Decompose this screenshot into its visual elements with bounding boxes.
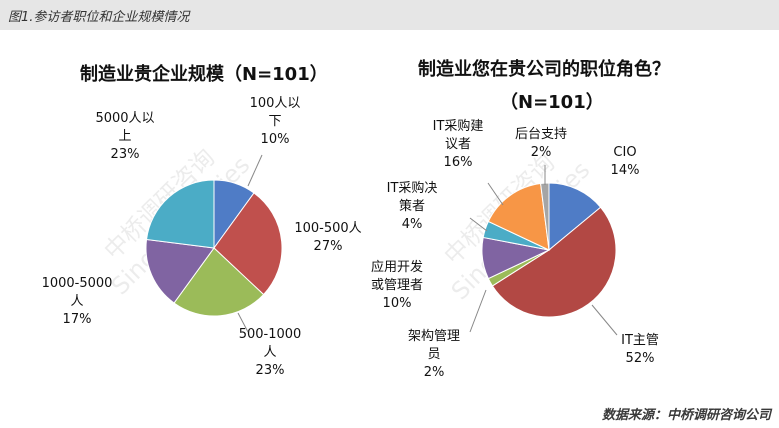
pie-chart-company-size: 100人以下 10% 100-500人 27% 500-1000 人 23% 1000-500… — [42, 96, 362, 378]
leader-line — [591, 304, 618, 336]
slice-label: 后台支持 2% — [515, 127, 567, 160]
left-chart-title: 制造业贵企业规模（N=101） — [80, 64, 328, 85]
data-source-note: 数据来源：中桥调研咨询公司 — [601, 408, 771, 423]
slice-label: 5000人以上 23% — [95, 111, 154, 162]
header-bar: 图1.参访者职位和企业规模情况 — [0, 0, 779, 30]
pie-slice — [548, 182, 602, 252]
slice-label: 1000-5000 人 17% — [42, 276, 113, 327]
slice-label: CIO 14% — [611, 145, 640, 178]
slice-label: 100-500人 27% — [294, 221, 361, 254]
right-chart-title: 制造业您在贵公司的职位角色？ — [418, 59, 670, 80]
slice-label: 500-1000 人 23% — [239, 327, 302, 378]
right-chart-title-line2: （N=101） — [500, 92, 604, 113]
leader-line — [247, 154, 263, 187]
slice-label: IT主管 52% — [621, 333, 659, 366]
pie-slice — [145, 179, 215, 249]
leader-line — [469, 217, 488, 232]
pie-slice — [145, 238, 215, 304]
slice-label: 架构管理员 2% — [408, 329, 460, 380]
figure-title: 图1.参访者职位和企业规模情况 — [8, 10, 190, 25]
leader-line — [469, 289, 487, 333]
slice-label: 应用开发或管理者 10% — [371, 259, 423, 311]
pie-slice — [491, 206, 617, 318]
pie-slice — [487, 182, 550, 251]
pie-chart-job-role: CIO 14% IT主管 52% 架构管理员 2% 应用开发或管理者 10% IT采购决策者 4%… — [371, 118, 659, 380]
slice-label: IT采购决策者 4% — [387, 180, 438, 232]
pie-slice — [213, 192, 283, 296]
slice-label: 100人以下 10% — [250, 96, 301, 147]
leader-line — [237, 312, 249, 333]
pie-slice — [173, 247, 265, 317]
slice-label: IT采购建议者 16% — [433, 118, 484, 170]
leader-line — [487, 182, 504, 206]
